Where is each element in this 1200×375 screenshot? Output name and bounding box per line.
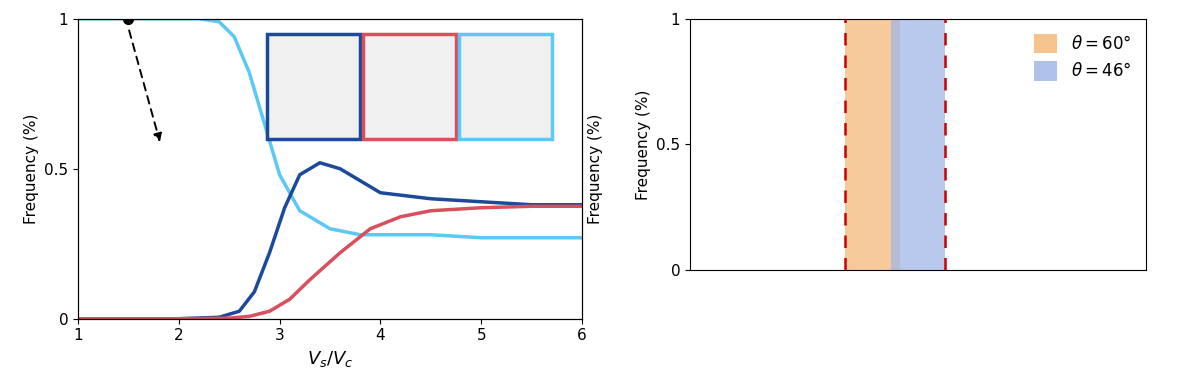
FancyBboxPatch shape <box>362 34 456 139</box>
Bar <box>845 19 900 270</box>
Bar <box>890 19 946 270</box>
X-axis label: $V_s/V_c$: $V_s/V_c$ <box>307 349 353 369</box>
FancyBboxPatch shape <box>266 34 360 139</box>
Y-axis label: Frequency (%): Frequency (%) <box>636 89 650 200</box>
FancyBboxPatch shape <box>458 34 552 139</box>
Legend: $\theta = 60°$, $\theta = 46°$: $\theta = 60°$, $\theta = 46°$ <box>1027 27 1138 87</box>
Y-axis label: Frequency (%): Frequency (%) <box>24 114 38 224</box>
Y-axis label: Frequency (%): Frequency (%) <box>588 114 602 224</box>
